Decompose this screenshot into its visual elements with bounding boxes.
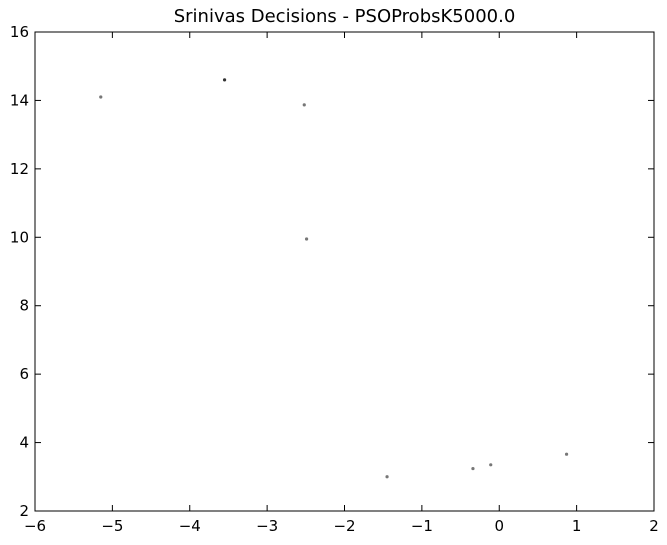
data-point <box>99 95 103 99</box>
data-point <box>471 466 475 471</box>
plot-area <box>34 31 655 512</box>
data-point <box>222 78 227 82</box>
y-tick-labels: 2 4 6 8 10 12 14 16 <box>10 23 29 520</box>
x-tick-label: −6 <box>24 517 46 535</box>
y-tick-label: 10 <box>10 228 29 246</box>
x-tick-label: −2 <box>333 517 355 535</box>
x-tick-label: −3 <box>256 517 278 535</box>
x-tick-label: −1 <box>411 517 433 535</box>
x-tick-label: −4 <box>179 517 201 535</box>
axis-ticks <box>34 31 655 512</box>
x-tick-label: 2 <box>649 517 659 535</box>
x-tick-label: −5 <box>101 517 123 535</box>
y-tick-label: 6 <box>19 365 29 383</box>
data-point <box>304 237 309 241</box>
data-point <box>564 452 569 456</box>
data-points <box>99 78 569 479</box>
x-tick-labels: −6 −5 −4 −3 −2 −1 0 1 2 <box>24 517 659 535</box>
x-tick-label: 1 <box>572 517 582 535</box>
y-tick-label: 14 <box>10 91 29 109</box>
data-point <box>489 463 493 467</box>
y-tick-label: 4 <box>19 434 29 452</box>
y-tick-label: 16 <box>10 23 29 41</box>
data-point <box>385 475 389 479</box>
y-tick-label: 12 <box>10 160 29 178</box>
y-tick-label: 2 <box>19 502 29 520</box>
chart-title: Srinivas Decisions - PSOProbsK5000.0 <box>173 6 516 27</box>
y-tick-label: 8 <box>19 297 29 315</box>
data-point <box>302 103 306 107</box>
x-tick-label: 0 <box>494 517 504 535</box>
